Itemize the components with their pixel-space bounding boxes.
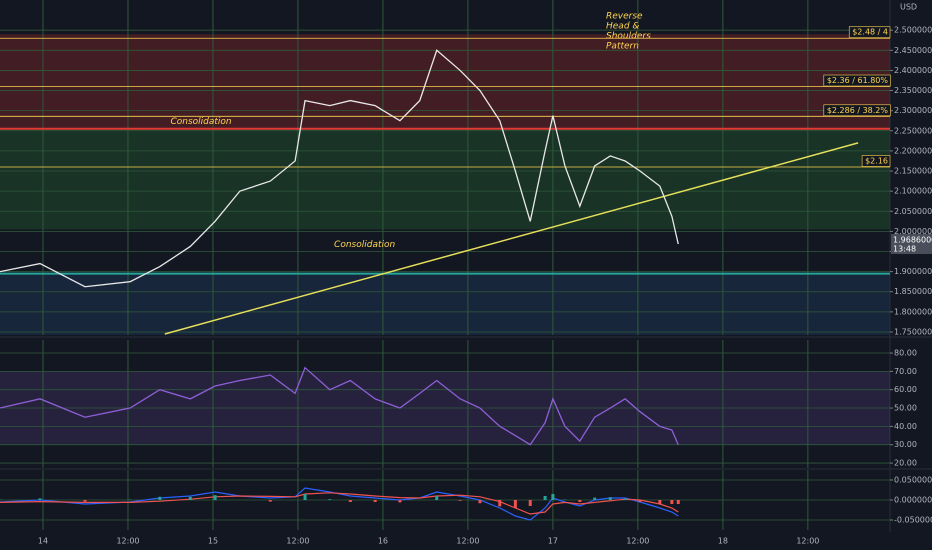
histogram-bar — [188, 496, 192, 500]
annotation: Head & — [606, 22, 639, 32]
x-tick-label: 15 — [208, 537, 218, 546]
annotation: Consolidation — [334, 240, 395, 250]
trendline — [164, 142, 859, 335]
annotation: Shoulders — [606, 32, 651, 42]
histogram-bar — [268, 500, 272, 502]
x-tick-label: 12:00 — [116, 537, 139, 546]
line — [0, 487, 679, 521]
y-tick-label: 2.15000000 — [894, 167, 932, 176]
zone — [0, 34, 890, 129]
y-tick-label: 2.25000000 — [894, 126, 932, 135]
histogram-bar — [543, 496, 547, 500]
histogram-bar — [528, 500, 532, 506]
y-tick-label: -0.05000000 — [894, 516, 932, 525]
y-tick-label: 2.10000000 — [894, 187, 932, 196]
histogram-bar — [158, 496, 162, 500]
y-tick-label: 2.40000000 — [894, 66, 932, 75]
level-box — [823, 104, 891, 117]
histogram-bar — [373, 500, 377, 502]
x-tick-label: 12:00 — [286, 537, 309, 546]
histogram-bar — [513, 500, 517, 508]
price-tag — [891, 234, 932, 255]
y-tick-label: 1.80000000 — [894, 307, 932, 316]
y-tick-label: 40.00 — [894, 422, 917, 431]
x-tick-label: 12:00 — [796, 537, 819, 546]
histogram-bar — [670, 500, 674, 504]
histogram-bar — [551, 494, 555, 500]
histogram-bar — [578, 500, 582, 502]
line — [0, 366, 679, 446]
x-tick-label: 17 — [548, 537, 558, 546]
line — [0, 49, 679, 288]
x-tick-label: 12:00 — [456, 537, 479, 546]
histogram-bar — [303, 494, 307, 500]
y-tick-label: 0.00000000 — [894, 496, 932, 505]
histogram-bar — [458, 500, 462, 501]
y-tick-label: 80.00 — [894, 349, 917, 358]
histogram-bar — [398, 500, 402, 503]
x-tick-label: 14 — [38, 537, 48, 546]
y-tick-label: 70.00 — [894, 367, 917, 376]
histogram-bar — [213, 495, 217, 500]
histogram-bar — [348, 500, 352, 502]
unit-label: USD — [900, 3, 917, 12]
histogram-bar — [38, 498, 42, 500]
level-tag: $2.286 / 38.2% — [823, 104, 891, 117]
last-price: 1.96860000 — [893, 236, 932, 245]
y-tick-label: 1.75000000 — [894, 327, 932, 336]
level-tag: $2.16 — [861, 155, 891, 167]
y-tick-label: 20.00 — [894, 459, 917, 468]
level-box — [848, 26, 891, 39]
y-tick-label: 2.35000000 — [894, 86, 932, 95]
y-tick-label: 60.00 — [894, 385, 917, 394]
histogram-bar — [593, 497, 597, 500]
level-label: $2.36 / 61.80% — [827, 76, 889, 85]
level-tag: $2.36 / 61.80% — [823, 74, 891, 87]
zone — [0, 273, 890, 335]
histogram-bar — [623, 498, 627, 500]
histogram-bar — [478, 500, 482, 504]
level-label: $2.16 — [865, 156, 888, 165]
histogram-bar — [676, 500, 680, 504]
histogram-bar — [638, 500, 642, 502]
y-tick-label: 2.20000000 — [894, 146, 932, 155]
annotation: Pattern — [606, 42, 639, 52]
y-tick-label: 50.00 — [894, 404, 917, 413]
histogram-bar — [328, 499, 332, 500]
x-tick-label: 18 — [718, 537, 728, 546]
y-tick-label: 1.90000000 — [894, 267, 932, 276]
histogram-bar — [83, 500, 87, 502]
y-tick-label: 2.50000000 — [894, 26, 932, 35]
y-tick-label: 2.45000000 — [894, 46, 932, 55]
y-tick-label: 1.85000000 — [894, 287, 932, 296]
y-tick-label: 30.00 — [894, 440, 917, 449]
y-tick-label: 2.30000000 — [894, 106, 932, 115]
annotation: Consolidation — [170, 117, 231, 127]
histogram-bar — [498, 500, 502, 507]
level-label: $2.286 / 38.2% — [827, 106, 889, 115]
histogram-bar — [435, 496, 439, 500]
y-tick-label: 0.05000000 — [894, 476, 932, 485]
y-tick-label: 2.05000000 — [894, 207, 932, 216]
annotation: Reverse — [606, 12, 643, 22]
histogram-bar — [658, 500, 662, 504]
zone — [0, 128, 890, 230]
level-box — [823, 74, 891, 87]
x-tick-label: 12:00 — [626, 537, 649, 546]
level-tag: $2.48 / 4 — [848, 26, 891, 39]
level-box — [861, 155, 891, 167]
countdown: 13:48 — [893, 245, 916, 254]
y-tick-label: 2.00000000 — [894, 227, 932, 236]
level-label: $2.48 / 4 — [852, 28, 888, 37]
x-tick-label: 16 — [378, 537, 388, 546]
histogram-bar — [608, 497, 612, 500]
